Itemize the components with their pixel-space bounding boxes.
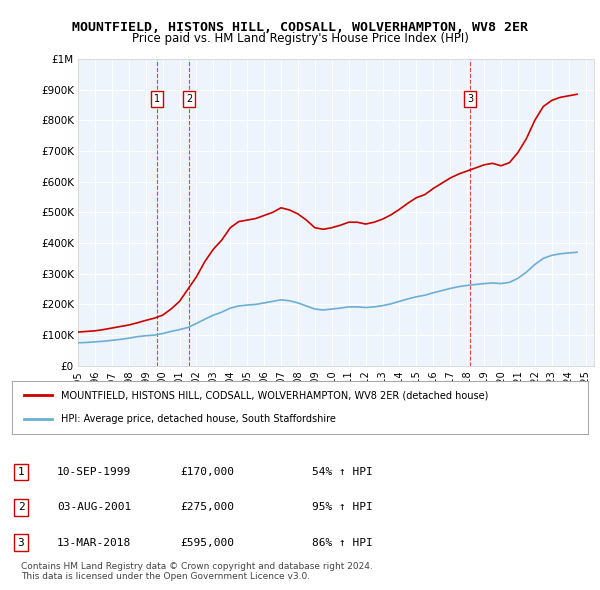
Text: 95% ↑ HPI: 95% ↑ HPI bbox=[312, 503, 373, 512]
Text: MOUNTFIELD, HISTONS HILL, CODSALL, WOLVERHAMPTON, WV8 2ER (detached house): MOUNTFIELD, HISTONS HILL, CODSALL, WOLVE… bbox=[61, 391, 488, 401]
Text: £170,000: £170,000 bbox=[180, 467, 234, 477]
Text: 3: 3 bbox=[467, 94, 473, 104]
Text: £275,000: £275,000 bbox=[180, 503, 234, 512]
Text: Price paid vs. HM Land Registry's House Price Index (HPI): Price paid vs. HM Land Registry's House … bbox=[131, 32, 469, 45]
Text: 86% ↑ HPI: 86% ↑ HPI bbox=[312, 538, 373, 548]
Text: 2: 2 bbox=[186, 94, 193, 104]
Text: 54% ↑ HPI: 54% ↑ HPI bbox=[312, 467, 373, 477]
Text: 1: 1 bbox=[17, 467, 25, 477]
Text: 13-MAR-2018: 13-MAR-2018 bbox=[57, 538, 131, 548]
Text: 10-SEP-1999: 10-SEP-1999 bbox=[57, 467, 131, 477]
Text: 1: 1 bbox=[154, 94, 160, 104]
Text: 3: 3 bbox=[17, 538, 25, 548]
Text: HPI: Average price, detached house, South Staffordshire: HPI: Average price, detached house, Sout… bbox=[61, 414, 336, 424]
Text: 2: 2 bbox=[17, 503, 25, 512]
Text: MOUNTFIELD, HISTONS HILL, CODSALL, WOLVERHAMPTON, WV8 2ER: MOUNTFIELD, HISTONS HILL, CODSALL, WOLVE… bbox=[72, 21, 528, 34]
Text: 03-AUG-2001: 03-AUG-2001 bbox=[57, 503, 131, 512]
Text: Contains HM Land Registry data © Crown copyright and database right 2024.
This d: Contains HM Land Registry data © Crown c… bbox=[21, 562, 373, 581]
Text: £595,000: £595,000 bbox=[180, 538, 234, 548]
